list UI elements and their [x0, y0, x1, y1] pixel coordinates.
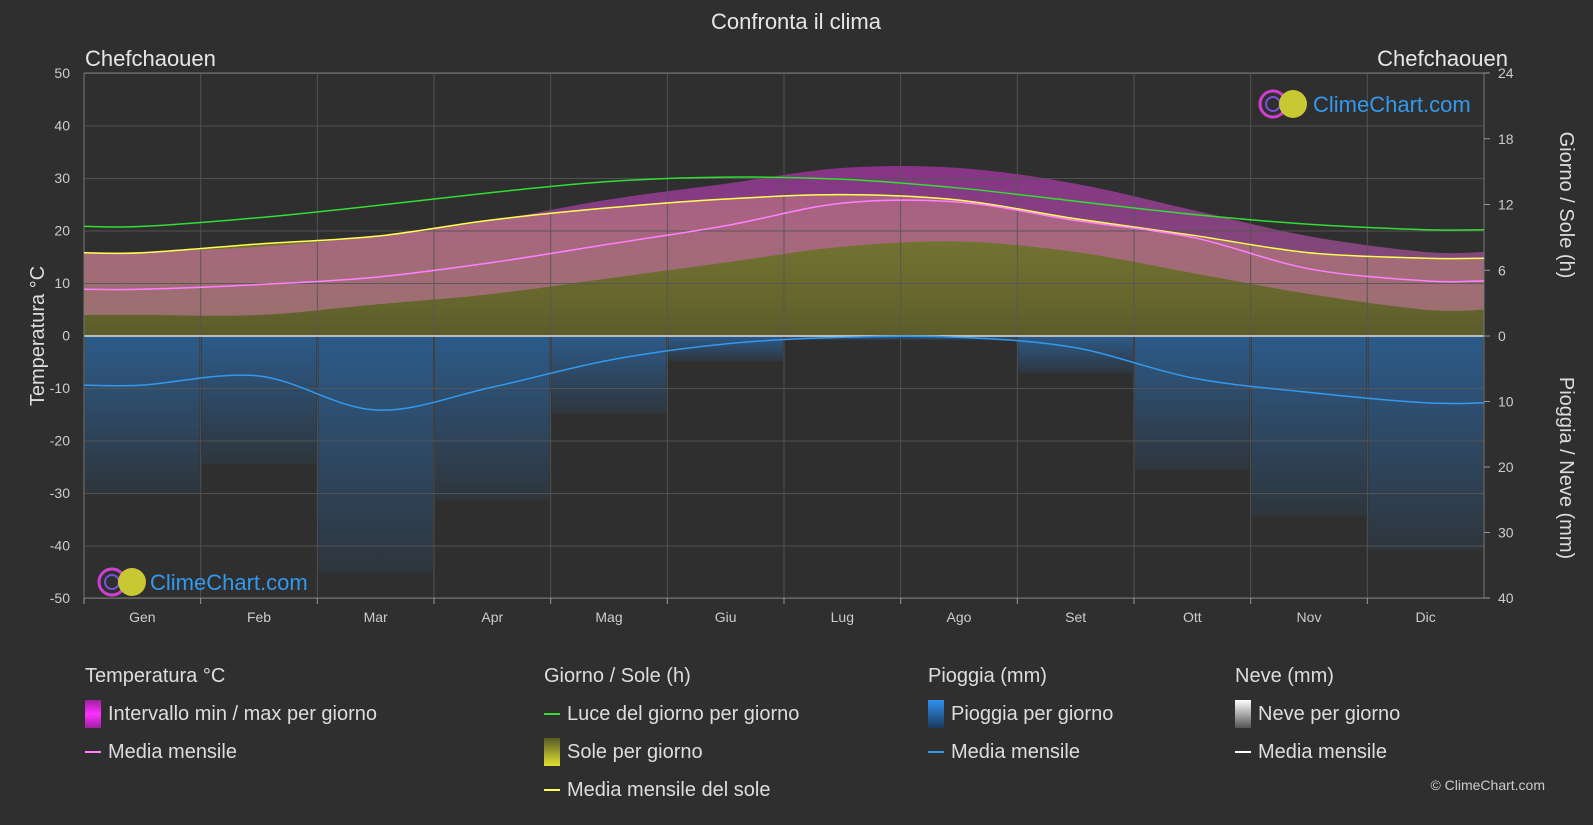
y-tick-right-top: 12 — [1498, 197, 1514, 213]
legend-item-rain-day: Pioggia per giorno — [928, 700, 1114, 728]
y-tick-left: -10 — [50, 380, 70, 396]
rain-bar-Lug — [785, 336, 900, 341]
logo-text-top: ClimeChart.com — [1313, 92, 1471, 117]
legend-snow: Neve (mm) Neve per giorno Media mensile — [1235, 664, 1400, 778]
y-tick-right-top: 0 — [1498, 328, 1506, 344]
y-tick-left: -30 — [50, 485, 70, 501]
daylight-swatch — [544, 713, 560, 715]
legend-label-temp-range: Intervallo min / max per giorno — [108, 703, 378, 725]
legend-label-rain-mean: Media mensile — [951, 741, 1080, 763]
chart-title: Confronta il clima — [711, 9, 882, 34]
y-tick-left: 20 — [54, 223, 70, 239]
legend-label-sun-mean: Media mensile del sole — [567, 779, 771, 801]
x-tick-Dic: Dic — [1416, 609, 1436, 625]
legend-rain: Pioggia (mm) Pioggia per giorno Media me… — [928, 664, 1113, 778]
sun-mean-swatch — [544, 789, 560, 791]
legend-label-temp-mean: Media mensile — [108, 741, 237, 763]
y-tick-right-top: 18 — [1498, 131, 1514, 147]
y-axis-right-bottom-label: Pioggia / Neve (mm) — [1555, 377, 1577, 559]
sun-mean-line — [83, 193, 1485, 260]
rain-mean-swatch — [928, 751, 944, 753]
y-tick-left: -50 — [50, 590, 70, 606]
legend-temperature: Temperatura °C Intervallo min / max per … — [85, 664, 377, 778]
legend-sun: Giorno / Sole (h) Luce del giorno per gi… — [544, 664, 799, 816]
y-tick-left: 50 — [54, 65, 70, 81]
snow-mean-swatch — [1235, 751, 1251, 753]
y-tick-right-top: 24 — [1498, 65, 1514, 81]
rain-bar-Mag — [551, 336, 667, 414]
legend-label-snow-mean: Media mensile — [1258, 741, 1387, 763]
x-tick-Gen: Gen — [129, 609, 155, 625]
legend-snow-title: Neve (mm) — [1235, 665, 1334, 687]
sunshine-swatch — [544, 738, 560, 766]
x-tick-Ago: Ago — [947, 609, 972, 625]
location-right: Chefchaouen — [1377, 46, 1508, 71]
legend-item-snow-mean: Media mensile — [1235, 740, 1400, 764]
rain-bar-Ago — [901, 336, 1017, 341]
y-axis-right-top-label: Giorno / Sole (h) — [1555, 132, 1577, 279]
rain-bar-Mar — [318, 336, 433, 573]
y-tick-left: 30 — [54, 170, 70, 186]
daylight-line — [83, 176, 1485, 231]
y-tick-left: -20 — [50, 433, 70, 449]
x-tick-Set: Set — [1065, 609, 1086, 625]
logo-top: ClimeChart.com — [1258, 89, 1471, 119]
legend-item-temp-mean: Media mensile — [85, 740, 377, 764]
y-axis-left-label: Temperatura °C — [27, 266, 49, 406]
y-tick-right-bottom: 30 — [1498, 525, 1514, 541]
temp-mean-swatch — [85, 751, 101, 753]
rain-bar-Apr — [435, 336, 550, 500]
y-tick-left: -40 — [50, 538, 70, 554]
logo-sun-icon — [118, 568, 146, 596]
rain-swatch — [928, 700, 944, 728]
x-tick-Giu: Giu — [715, 609, 737, 625]
legend-item-rain-mean: Media mensile — [928, 740, 1113, 764]
x-tick-Ott: Ott — [1183, 609, 1202, 625]
y-tick-right-top: 6 — [1498, 262, 1506, 278]
legend-label-daylight: Luce del giorno per giorno — [567, 703, 800, 725]
legend-item-daylight: Luce del giorno per giorno — [544, 702, 799, 726]
snow-swatch — [1235, 700, 1251, 728]
y-tick-right-bottom: 20 — [1498, 459, 1514, 475]
x-tick-Lug: Lug — [831, 609, 854, 625]
rain-bar-Nov — [1251, 336, 1367, 517]
rain-bar-Gen — [85, 336, 200, 494]
rain-mean-line — [83, 335, 1485, 411]
legend-sun-title: Giorno / Sole (h) — [544, 665, 691, 687]
x-tick-Nov: Nov — [1297, 609, 1322, 625]
legend-item-temp-range: Intervallo min / max per giorno — [85, 700, 378, 728]
temp-mean-line — [83, 199, 1485, 291]
legend-item-sun-mean: Media mensile del sole — [544, 778, 799, 802]
rain-bar-Dic — [1368, 336, 1483, 550]
x-tick-Feb: Feb — [247, 609, 271, 625]
logo-text-bottom: ClimeChart.com — [150, 570, 308, 595]
legend-item-sunshine: Sole per giorno — [544, 738, 799, 766]
rain-bar-Ott — [1135, 336, 1250, 471]
y-tick-right-bottom: 10 — [1498, 394, 1514, 410]
x-tick-Mar: Mar — [364, 609, 388, 625]
rain-bar-Set — [1018, 336, 1133, 374]
x-tick-Apr: Apr — [481, 609, 503, 625]
y-tick-right-bottom: 40 — [1498, 590, 1514, 606]
x-tick-Mag: Mag — [595, 609, 622, 625]
legend-label-sunshine: Sole per giorno — [567, 741, 703, 763]
legend-label-rain-day: Pioggia per giorno — [951, 703, 1114, 725]
legend-item-snow-day: Neve per giorno — [1235, 700, 1401, 728]
y-tick-left: 40 — [54, 118, 70, 134]
logo-sun-icon — [1279, 90, 1307, 118]
rain-bar-Feb — [201, 336, 317, 464]
temp-range-swatch — [85, 700, 101, 728]
copyright: © ClimeChart.com — [1430, 777, 1545, 793]
location-left: Chefchaouen — [85, 46, 216, 71]
y-tick-left: 10 — [54, 275, 70, 291]
legend-rain-title: Pioggia (mm) — [928, 665, 1047, 687]
logo-bottom: ClimeChart.com — [97, 567, 308, 597]
y-tick-left: 0 — [62, 328, 70, 344]
legend-label-snow-day: Neve per giorno — [1258, 703, 1401, 725]
legend-temperature-title: Temperatura °C — [85, 665, 226, 687]
